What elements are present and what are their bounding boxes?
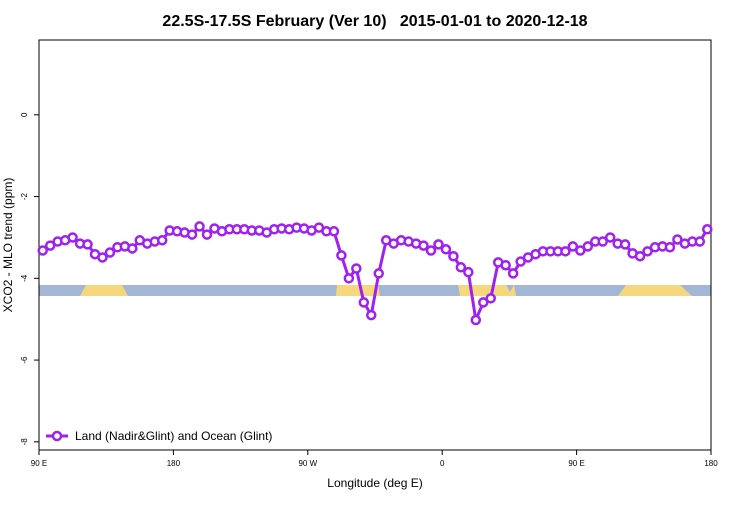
data-point <box>328 226 340 237</box>
x-tick-label: 180 <box>167 459 181 468</box>
data-point <box>478 297 489 308</box>
plot-frame <box>38 39 712 451</box>
data-point <box>37 245 48 256</box>
chart-title: 22.5S-17.5S February (Ver 10) 2015-01-01… <box>162 13 587 30</box>
data-point <box>67 232 78 243</box>
x-tick-label: 90 W <box>298 459 317 468</box>
data-point <box>672 234 683 245</box>
data-point <box>575 245 586 256</box>
data-point <box>366 309 377 321</box>
data-point <box>201 229 213 240</box>
data-point <box>336 250 347 261</box>
data-point <box>455 262 467 273</box>
data-point <box>485 293 496 304</box>
data-point <box>515 256 526 267</box>
data-point <box>351 263 362 274</box>
data-point <box>702 224 713 235</box>
data-point <box>343 273 355 284</box>
data-point <box>425 245 437 256</box>
data-point <box>440 244 452 255</box>
y-tick-label: -8 <box>20 438 29 446</box>
data-point <box>97 252 108 263</box>
data-point <box>500 259 511 271</box>
data-point <box>694 236 706 247</box>
y-tick-label: -6 <box>20 356 29 364</box>
data-point <box>560 246 571 257</box>
y-tick-label: 0 <box>20 112 29 117</box>
y-tick-label: -4 <box>20 274 29 282</box>
data-point <box>433 239 444 250</box>
y-axis-label: XCO2 - MLO trend (ppm) <box>1 178 15 313</box>
data-point <box>373 268 384 279</box>
data-point <box>82 239 93 250</box>
data-point <box>604 232 616 243</box>
data-point <box>418 240 429 251</box>
x-tick-label: 90 E <box>31 459 47 468</box>
data-point <box>582 241 594 252</box>
legend-label: Land (Nadir&Glint) and Ocean (Glint) <box>75 429 272 443</box>
data-point <box>664 241 676 253</box>
legend-marker <box>51 430 63 442</box>
data-point <box>194 221 205 232</box>
y-tick-label: -2 <box>20 192 29 200</box>
data-point <box>358 297 370 308</box>
data-point <box>642 246 653 257</box>
x-tick-label: 180 <box>704 459 718 468</box>
data-point <box>507 268 519 279</box>
land-strip <box>336 285 380 296</box>
data-point <box>463 266 474 278</box>
data-point <box>448 250 459 262</box>
x-tick-label: 90 E <box>568 459 584 468</box>
data-point <box>44 240 56 251</box>
data-point <box>619 239 631 250</box>
data-point <box>104 247 116 258</box>
data-point <box>186 229 198 240</box>
x-axis-label: Longitude (deg E) <box>327 476 422 490</box>
data-point <box>597 236 608 247</box>
data-point <box>156 235 168 246</box>
data-point <box>127 243 138 254</box>
x-tick-label: 0 <box>440 459 445 468</box>
land-strip <box>80 285 128 296</box>
data-point <box>567 241 579 252</box>
land-strip <box>618 285 692 296</box>
data-point <box>470 314 482 326</box>
data-point <box>634 250 646 262</box>
